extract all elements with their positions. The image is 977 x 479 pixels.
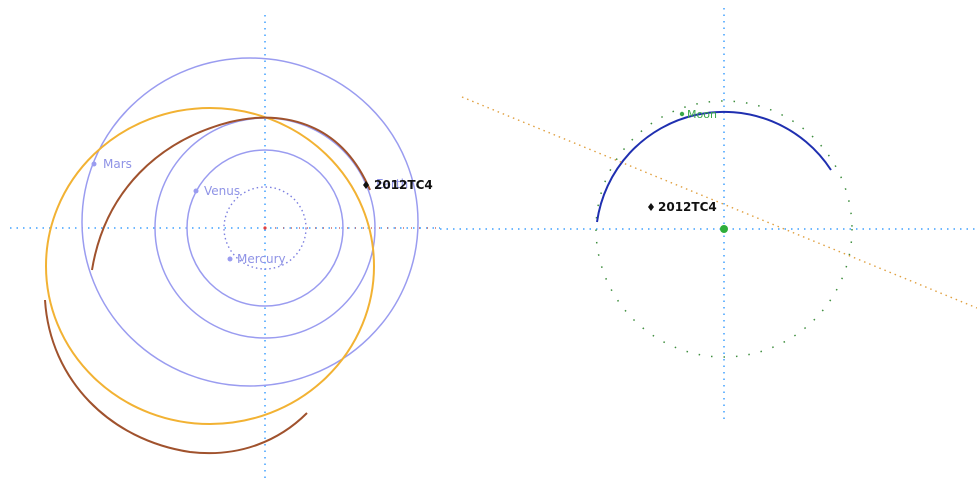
earth-moon-view: Moon 2012TC4 (440, 8, 977, 420)
venus-label: Venus (204, 184, 240, 198)
moon-arc (596, 110, 832, 223)
mars-orbit (81, 57, 419, 387)
mercury-dot (227, 256, 233, 262)
mercury-orbit (223, 186, 307, 270)
venus-orbit (186, 149, 344, 307)
moon-label: Moon (687, 108, 717, 121)
earth-dot (720, 225, 728, 233)
asteroid-label-left: 2012TC4 (374, 178, 433, 192)
earth-label: Earth (376, 177, 408, 191)
asteroid-mark-left (363, 181, 369, 189)
mercury-label: Mercury (237, 252, 286, 266)
asteroid-mark-right (648, 203, 654, 211)
moon-orbit (595, 100, 853, 358)
mars-dot (91, 161, 97, 167)
venus-dot (193, 188, 199, 194)
asteroid-path-dark (44, 116, 371, 455)
sun-dot (263, 226, 267, 230)
mars-label: Mars (103, 157, 132, 171)
flyby-path (461, 96, 977, 309)
asteroid-orbit (45, 107, 375, 425)
asteroid-label-right: 2012TC4 (658, 200, 717, 214)
solar-system-view: Mars Venus Mercury Earth 2012TC4 (10, 15, 440, 478)
moon-dot (679, 111, 685, 117)
